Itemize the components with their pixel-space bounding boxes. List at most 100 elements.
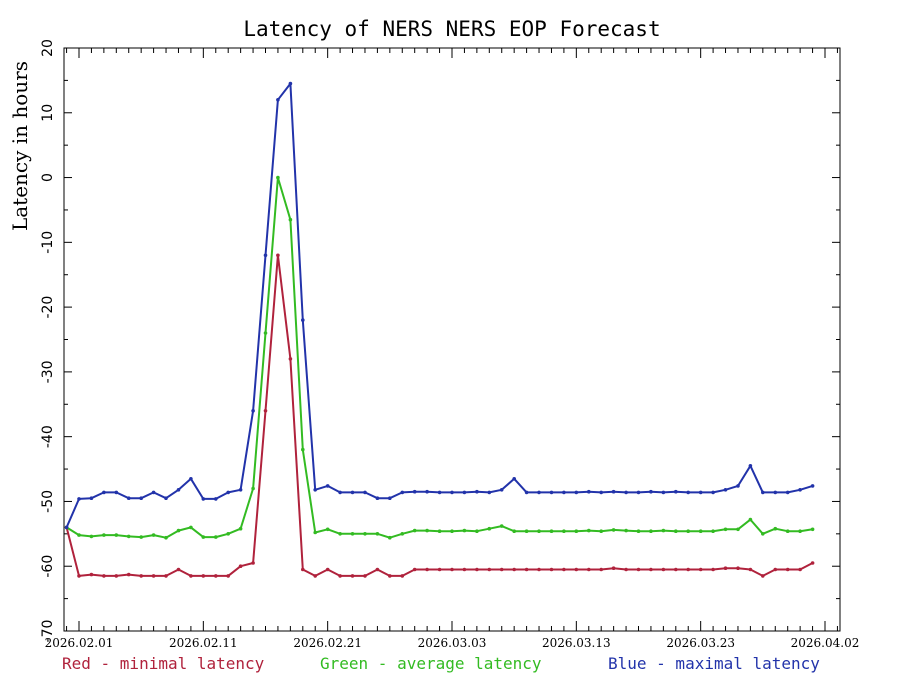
data-point [176,567,181,572]
data-point [524,567,529,572]
series-line-0 [65,254,814,577]
data-point [748,464,753,468]
data-point [313,530,318,535]
data-point [499,567,504,572]
data-point [226,532,230,536]
data-point [226,490,230,495]
data-point [313,488,318,492]
data-point [674,489,678,494]
data-point [301,318,305,322]
data-point [288,357,293,361]
data-point [723,527,728,532]
data-point [698,490,703,495]
data-point [114,490,119,495]
data-point [412,489,417,494]
data-point [487,567,492,572]
data-point [338,574,342,578]
data-point [761,574,765,578]
y-axis-label: Latency in hours [8,61,32,231]
data-point [313,574,318,578]
data-point [189,574,193,578]
y-tick-label: -20 [40,296,56,319]
data-point [711,490,715,495]
data-point [736,527,740,532]
data-point [773,526,778,531]
data-point [350,532,355,536]
data-point [301,567,305,572]
legend-green: Green - average latency [320,654,542,673]
data-point [201,497,206,501]
y-tick-label: -60 [40,555,56,578]
data-point [487,490,492,495]
data-point [773,490,778,495]
data-point [114,574,119,578]
data-point [363,532,367,536]
data-point [711,529,715,533]
data-point [475,489,479,494]
data-point [574,567,579,572]
data-point [537,529,541,533]
data-point [412,528,417,533]
data-point [649,567,653,572]
data-point [686,567,690,572]
y-tick-label: -40 [40,425,56,448]
data-point [661,490,666,495]
data-point [89,572,94,577]
data-point [785,529,790,533]
data-point [462,567,467,572]
x-tick-label: 2026.03.23 [666,636,735,650]
data-point [251,561,255,565]
data-point [798,529,802,533]
data-point [549,529,554,533]
data-point [238,488,243,492]
data-point [126,572,131,577]
data-point [400,532,405,536]
data-point [475,567,479,572]
data-point [325,527,330,532]
data-point [736,484,740,488]
x-tick-label: 2026.02.21 [293,636,362,650]
data-point [164,535,168,540]
data-point [338,490,342,495]
x-tick-label: 2026.03.13 [542,636,611,650]
data-point [549,567,554,572]
x-tick-label: 2026.02.01 [45,636,114,650]
data-point [785,567,790,572]
data-point [201,574,206,578]
data-point [238,564,243,568]
data-point [636,490,641,495]
data-point [661,528,666,533]
data-point [102,533,106,537]
data-point [412,567,417,572]
data-point [350,574,355,578]
data-point [388,574,392,578]
data-point [263,331,268,335]
data-point [77,497,81,501]
data-point [512,477,516,481]
data-point [487,526,492,531]
data-point [798,567,802,572]
data-point [214,535,218,539]
data-point [499,524,504,528]
data-point [450,567,454,572]
data-point [400,574,405,578]
data-point [126,496,131,501]
data-point [77,574,81,578]
data-point [89,496,94,501]
data-point [263,409,268,413]
legend-red: Red - minimal latency [62,654,265,673]
data-point [599,529,603,533]
y-tick-labels: 20 10 0 -10 -20 -30 -40 -50 -60 -70 [40,39,56,642]
data-point [587,528,591,533]
data-point [350,490,355,495]
data-point [587,567,591,572]
data-point [388,496,392,501]
data-point [636,567,641,572]
data-point [599,490,603,495]
data-point [276,253,280,258]
data-point [674,529,678,533]
data-point [251,409,255,413]
data-point [624,567,628,572]
y-tick-label: -50 [40,490,56,513]
data-point [276,175,280,180]
